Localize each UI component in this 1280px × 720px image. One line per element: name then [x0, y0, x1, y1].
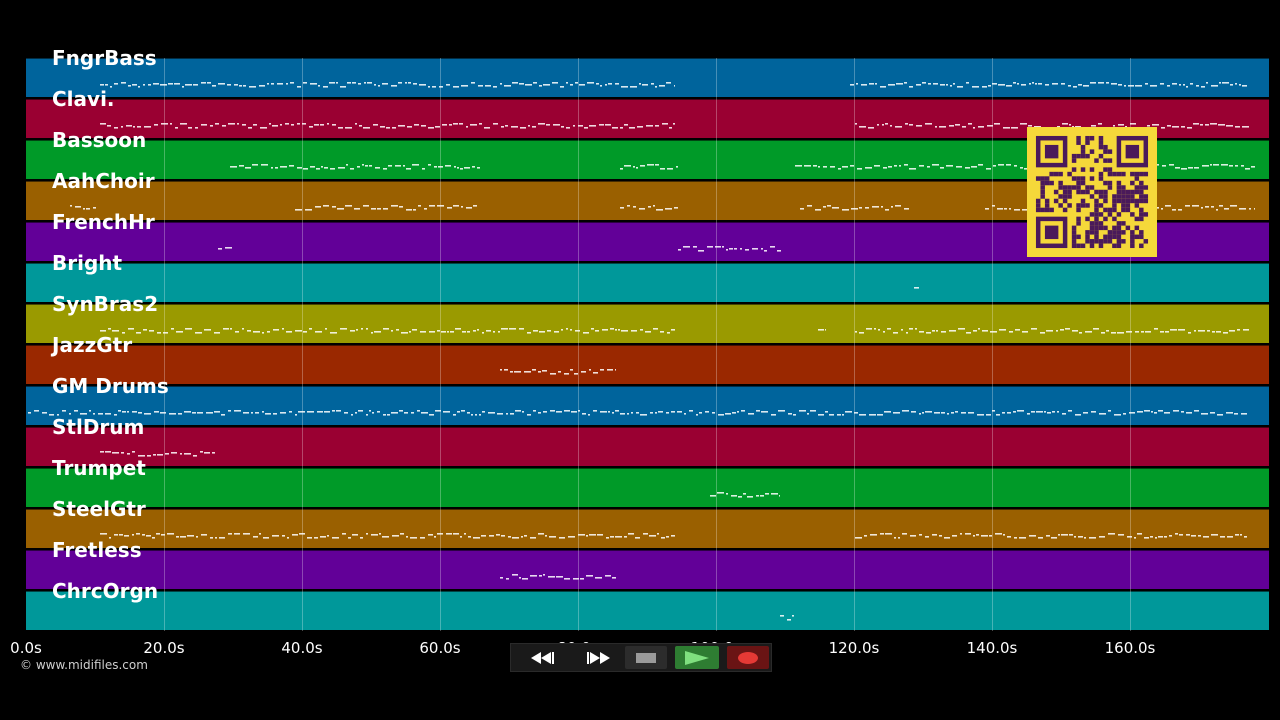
track-lane[interactable] [26, 427, 1269, 466]
record-icon [738, 651, 758, 664]
grid-line [302, 58, 303, 631]
grid-line [578, 58, 579, 631]
track-name: FngrBass [52, 46, 157, 70]
track-name: Bright [52, 251, 123, 275]
track-name: SteelGtr [52, 497, 146, 521]
time-tick-label: 60.0s [419, 639, 461, 657]
time-tick-label: 20.0s [143, 639, 185, 657]
grid-line [1130, 58, 1131, 631]
play-icon [685, 650, 709, 665]
track-lane[interactable] [26, 386, 1269, 425]
play-button[interactable] [675, 646, 719, 669]
time-tick-label: 160.0s [1104, 639, 1156, 657]
copyright-text: © www.midifiles.com [20, 658, 148, 672]
track-name: FrenchHr [52, 210, 155, 234]
time-tick-label: 0.0s [10, 639, 42, 657]
track-lane[interactable] [26, 263, 1269, 302]
grid-line [440, 58, 441, 631]
qr-code-icon [1027, 127, 1157, 257]
track-lane[interactable] [26, 468, 1269, 507]
track-name: AahChoir [52, 169, 155, 193]
track-name: Clavi. [52, 87, 115, 111]
record-button[interactable] [727, 646, 769, 669]
time-tick-label: 140.0s [966, 639, 1018, 657]
track-name: Fretless [52, 538, 142, 562]
grid-line [164, 58, 165, 631]
fast-forward-icon [587, 651, 610, 664]
grid-line [716, 58, 717, 631]
track-lane[interactable] [26, 509, 1269, 548]
stop-button[interactable] [625, 646, 667, 669]
rewind-button[interactable] [519, 646, 569, 669]
grid-line [854, 58, 855, 631]
track-lane[interactable] [26, 550, 1269, 589]
fast-forward-button[interactable] [573, 646, 623, 669]
time-tick-label: 120.0s [828, 639, 880, 657]
track-name: ChrcOrgn [52, 579, 159, 603]
track-name: JazzGtr [52, 333, 133, 357]
track-name: StlDrum [52, 415, 145, 439]
track-name: Bassoon [52, 128, 147, 152]
grid-line [992, 58, 993, 631]
track-lane[interactable] [26, 345, 1269, 384]
track-lane[interactable] [26, 304, 1269, 343]
rewind-icon [531, 651, 554, 664]
track-lane[interactable] [26, 591, 1269, 630]
track-name: SynBras2 [52, 292, 159, 316]
time-tick-label: 40.0s [281, 639, 323, 657]
track-name: GM Drums [52, 374, 169, 398]
track-lane[interactable] [26, 58, 1269, 97]
track-name: Trumpet [52, 456, 146, 480]
transport-controls [510, 643, 772, 672]
stop-icon [636, 652, 656, 663]
